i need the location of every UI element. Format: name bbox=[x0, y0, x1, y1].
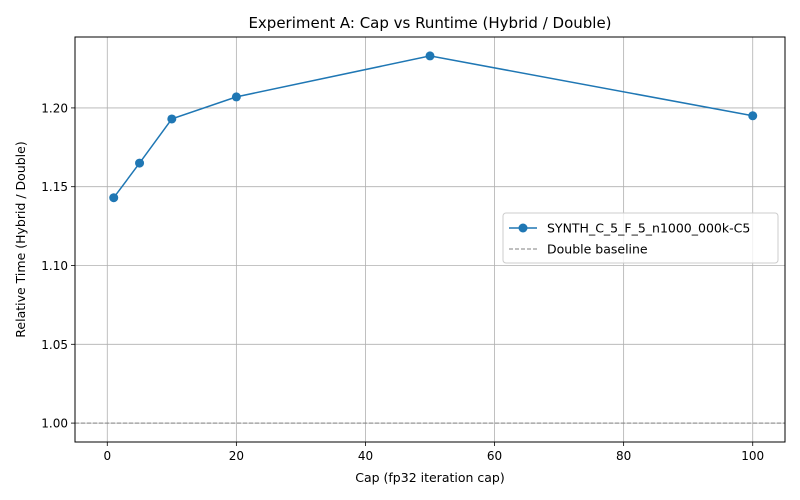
plot-area bbox=[74, 36, 786, 443]
y-tick-label: 1.20 bbox=[41, 101, 68, 115]
y-tick-label: 1.05 bbox=[41, 338, 68, 352]
x-tick-label: 40 bbox=[358, 449, 373, 463]
data-point bbox=[135, 158, 145, 168]
data-point bbox=[167, 114, 177, 124]
chart-title: Experiment A: Cap vs Runtime (Hybrid / D… bbox=[248, 14, 611, 32]
legend-series-label: SYNTH_C_5_F_5_n1000_000k-C5 bbox=[547, 221, 750, 236]
x-tick-label: 20 bbox=[229, 449, 244, 463]
x-tick-label: 100 bbox=[741, 449, 764, 463]
y-tick-label: 1.15 bbox=[41, 180, 68, 194]
series-layer bbox=[109, 51, 758, 203]
x-tick-label: 80 bbox=[616, 449, 631, 463]
data-point bbox=[425, 51, 435, 61]
ticks: 0 20 40 60 80 100 1.00 1.05 1.10 1.15 1.20 bbox=[41, 101, 764, 463]
x-tick-label: 0 bbox=[103, 449, 111, 463]
legend-series-marker bbox=[518, 223, 528, 233]
y-tick-label: 1.10 bbox=[41, 259, 68, 273]
y-tick-label: 1.00 bbox=[41, 417, 68, 431]
legend-baseline-label: Double baseline bbox=[547, 242, 648, 257]
x-axis-label: Cap (fp32 iteration cap) bbox=[355, 470, 505, 485]
data-point bbox=[748, 111, 758, 121]
legend: SYNTH_C_5_F_5_n1000_000k-C5 Double basel… bbox=[502, 212, 779, 264]
data-point bbox=[109, 193, 119, 203]
y-axis-label: Relative Time (Hybrid / Double) bbox=[13, 141, 28, 337]
series-line bbox=[113, 55, 753, 199]
data-point bbox=[231, 92, 241, 102]
x-tick-label: 60 bbox=[487, 449, 502, 463]
legend-box bbox=[502, 212, 779, 264]
